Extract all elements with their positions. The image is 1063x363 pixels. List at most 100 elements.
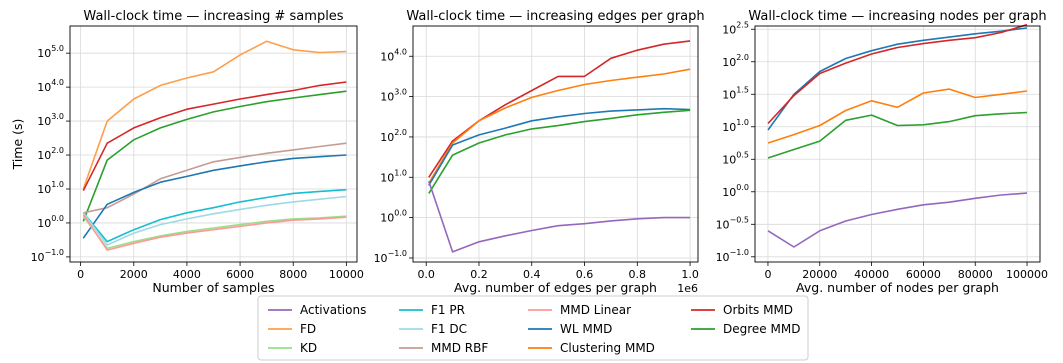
series-line-activations bbox=[428, 181, 691, 253]
y-tick-exponent: 2.0 bbox=[736, 53, 749, 62]
legend-item-orbits-mmd: Orbits MMD bbox=[691, 303, 793, 317]
chart-panel-2: 0.0 0.2 0.4 0.6 0.8 1.010−1.0100.0101.0102.01… bbox=[374, 9, 705, 295]
y-tick-exponent: −1.0 bbox=[45, 248, 64, 257]
y-tick-exponent: 2.5 bbox=[736, 20, 749, 29]
y-tick-base: 10 bbox=[380, 50, 394, 63]
x-tick-label: 0 bbox=[764, 268, 771, 281]
y-tick-exponent: 4.0 bbox=[51, 78, 64, 87]
chart-title: Wall-clock time — increasing # samples bbox=[83, 9, 343, 24]
legend-item-mmd-linear: MMD Linear bbox=[528, 303, 631, 317]
y-tick-base: 10 bbox=[716, 218, 730, 231]
series-line-wl-mmd bbox=[82, 154, 347, 239]
y-tick-exponent: 2.0 bbox=[394, 128, 407, 137]
y-tick-exponent: 3.0 bbox=[394, 88, 407, 97]
y-tick-label: 102.5 bbox=[722, 20, 749, 36]
legend-label: MMD Linear bbox=[560, 303, 631, 317]
y-tick-exponent: 0.5 bbox=[736, 150, 749, 159]
x-tick-label: 60000 bbox=[906, 268, 941, 281]
chart-panel-3: 0 20000 40000 60000 80000 10000010−1.010−0.51… bbox=[716, 9, 1048, 295]
chart-panel-1: 0 2000 4000 6000 8000 1000010−1.0100.0101.010… bbox=[10, 9, 364, 295]
y-tick-base: 10 bbox=[380, 131, 394, 144]
plot-frame bbox=[754, 25, 1041, 263]
chart-title: Wall-clock time — increasing edges per g… bbox=[406, 9, 704, 24]
y-tick-label: 10−0.5 bbox=[716, 215, 749, 231]
legend-item-clustering-mmd: Clustering MMD bbox=[528, 341, 655, 355]
x-tick-label: 0 bbox=[77, 268, 84, 281]
y-tick-base: 10 bbox=[37, 149, 51, 162]
y-tick-base: 10 bbox=[380, 212, 394, 225]
legend-label: KD bbox=[300, 341, 317, 355]
series-line-orbits-mmd bbox=[767, 23, 1028, 125]
plot-frame bbox=[412, 25, 699, 263]
y-tick-base: 10 bbox=[37, 115, 51, 128]
series-line-orbits-mmd bbox=[82, 81, 347, 192]
x-tick-label: 20000 bbox=[802, 268, 837, 281]
series-line-degree-mmd bbox=[82, 90, 347, 222]
series-line-wl-mmd bbox=[428, 107, 691, 186]
y-tick-label: 101.0 bbox=[37, 180, 64, 196]
legend-item-wl-mmd: WL MMD bbox=[528, 322, 612, 336]
legend-label: Clustering MMD bbox=[560, 341, 655, 355]
legend-label: Degree MMD bbox=[723, 322, 800, 336]
legend: Activations FD KD F1 PR F1 DC MMD RBF MMD Line… bbox=[257, 295, 809, 361]
grid bbox=[755, 26, 1040, 262]
legend-item-kd: KD bbox=[268, 341, 317, 355]
series-line-kd bbox=[82, 215, 347, 250]
y-tick-exponent: 4.0 bbox=[394, 47, 407, 56]
y-tick-label: 100.0 bbox=[722, 183, 749, 199]
y-tick-base: 10 bbox=[722, 121, 736, 134]
plot-frame bbox=[69, 25, 358, 263]
chart-title: Wall-clock time — increasing nodes per g… bbox=[748, 9, 1046, 24]
y-tick-label: 10−1.0 bbox=[716, 248, 749, 264]
y-tick-label: 104.0 bbox=[37, 78, 64, 94]
y-tick-base: 10 bbox=[31, 251, 45, 264]
legend-label: Activations bbox=[300, 303, 366, 317]
x-axis-label: Avg. number of nodes per graph bbox=[796, 280, 999, 295]
y-tick-label: 102.0 bbox=[722, 53, 749, 69]
y-tick-base: 10 bbox=[722, 153, 736, 166]
y-tick-base: 10 bbox=[37, 217, 51, 230]
legend-item-mmd-rbf: MMD RBF bbox=[399, 341, 488, 355]
legend-box bbox=[257, 295, 809, 361]
y-tick-label: 103.0 bbox=[380, 88, 407, 104]
x-axis-label: Avg. number of edges per graph bbox=[454, 280, 657, 295]
x-tick-label: 2000 bbox=[120, 268, 148, 281]
y-tick-base: 10 bbox=[37, 47, 51, 60]
y-tick-label: 102.0 bbox=[37, 146, 64, 162]
y-tick-exponent: 0.0 bbox=[736, 183, 749, 192]
y-tick-exponent: 1.0 bbox=[51, 180, 64, 189]
x-tick-label: 0.2 bbox=[470, 268, 488, 281]
x-tick-label: 8000 bbox=[279, 268, 307, 281]
legend-label: WL MMD bbox=[560, 322, 612, 336]
legend-item-activations: Activations bbox=[268, 303, 366, 317]
y-axis-label: Time (s) bbox=[10, 119, 25, 171]
x-tick-label: 100000 bbox=[1006, 268, 1048, 281]
x-tick-label: 0.4 bbox=[523, 268, 541, 281]
legend-label: FD bbox=[300, 322, 316, 336]
series-line-degree-mmd bbox=[767, 111, 1028, 159]
y-tick-exponent: 5.0 bbox=[51, 44, 64, 53]
y-tick-label: 100.0 bbox=[37, 214, 64, 230]
series-line-clustering-mmd bbox=[767, 88, 1028, 144]
y-tick-base: 10 bbox=[380, 91, 394, 104]
x-tick-label: 1.0 bbox=[681, 268, 699, 281]
series-line-wl-mmd bbox=[767, 27, 1028, 131]
y-tick-label: 10−1.0 bbox=[31, 248, 64, 264]
y-tick-exponent: 1.0 bbox=[394, 168, 407, 177]
legend-item-f1-dc: F1 DC bbox=[399, 322, 467, 336]
y-tick-base: 10 bbox=[37, 183, 51, 196]
x-tick-label: 80000 bbox=[958, 268, 993, 281]
y-tick-exponent: 0.0 bbox=[394, 209, 407, 218]
grid bbox=[70, 26, 357, 262]
chart-panels: 0 2000 4000 6000 8000 1000010−1.0100.0101.010… bbox=[10, 9, 1048, 295]
series-line-f1-dc bbox=[82, 195, 347, 246]
legend-item-fd: FD bbox=[268, 322, 316, 336]
y-tick-exponent: 1.0 bbox=[736, 118, 749, 127]
legend-item-degree-mmd: Degree MMD bbox=[691, 322, 800, 336]
series-line-f1-pr bbox=[82, 188, 347, 243]
series-line-activations bbox=[767, 192, 1028, 248]
y-tick-label: 104.0 bbox=[380, 47, 407, 63]
y-tick-base: 10 bbox=[374, 252, 388, 265]
y-tick-base: 10 bbox=[380, 171, 394, 184]
